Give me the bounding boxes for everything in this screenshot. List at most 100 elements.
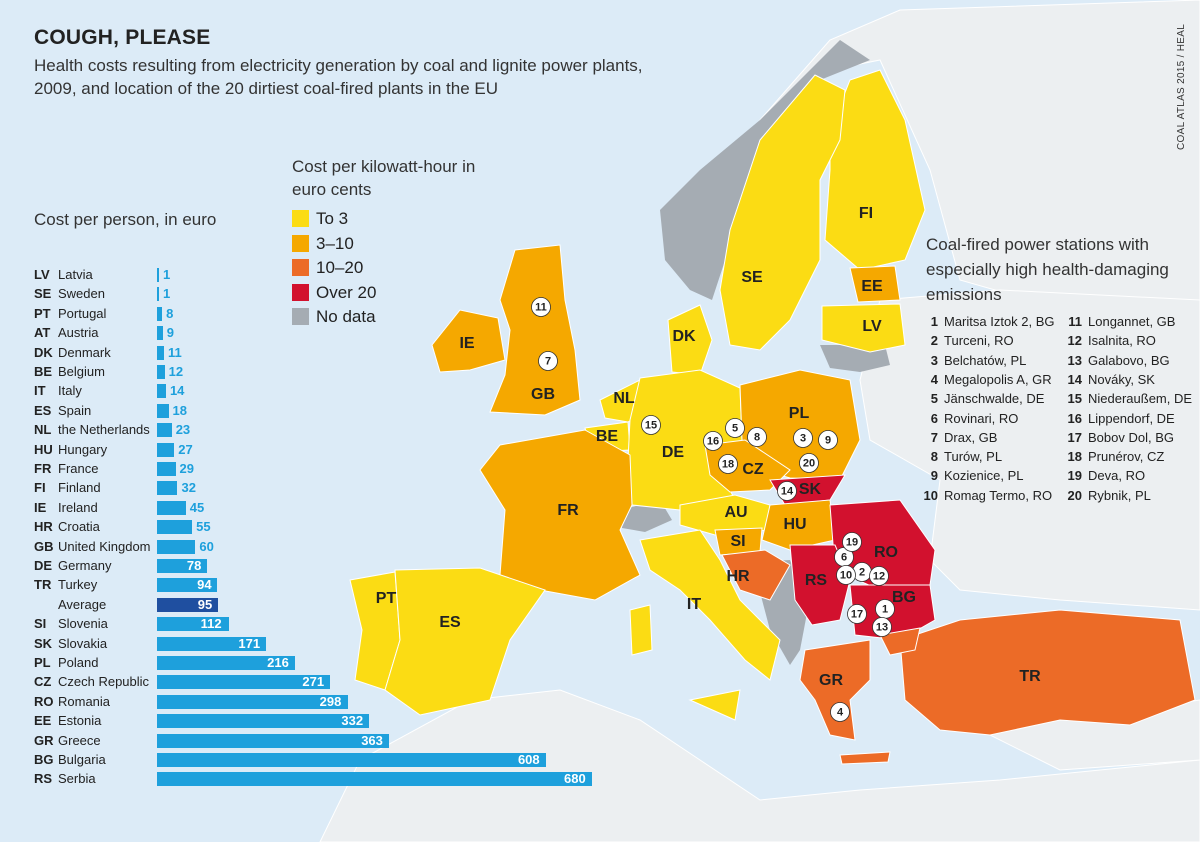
bar-row: GR Greece 363 (34, 732, 634, 750)
bar-row: LV Latvia 1 (34, 266, 634, 284)
bar (157, 287, 159, 302)
country-label: DE (662, 444, 685, 461)
country-label: TR (1019, 668, 1041, 685)
country-rs (789, 544, 851, 626)
bar-value-label: 9 (166, 325, 174, 341)
station-pin: 7 (538, 351, 558, 371)
bar (157, 520, 193, 535)
land-norway (660, 40, 870, 300)
bar-chart-title: Cost per person, in euro (34, 210, 217, 229)
station-number: 9 (930, 468, 938, 484)
bar-country-name: Average (58, 596, 107, 612)
bar-country-code: BG (34, 752, 54, 767)
country-label: RO (874, 544, 898, 561)
bar-country-name: Germany (58, 558, 112, 573)
map-legend-title: Cost per kilowatt-hour in euro cents (292, 157, 476, 199)
bar-country-name: Belgium (58, 364, 105, 379)
pin-circle (842, 532, 862, 552)
country-label: PT (376, 590, 397, 607)
bar-value-label: 608 (517, 752, 540, 767)
station-number: 19 (1067, 468, 1082, 484)
country-gr (799, 639, 871, 741)
bar-country-name: Estonia (58, 713, 102, 729)
station-item: 11 Longannet, GB (1062, 313, 1175, 331)
bar-row: FR France 29 (34, 460, 634, 478)
station-item: 2 Turceni, RO (918, 332, 1014, 350)
country-label: HR (726, 568, 750, 585)
country-lv (821, 303, 906, 353)
bar (157, 306, 163, 321)
pin-number: 1 (882, 603, 888, 615)
source-credit: COAL ATLAS 2015 / HEAL (1176, 23, 1187, 150)
country-label: BE (596, 428, 619, 445)
station-item: 8 Turów, PL (918, 448, 1002, 466)
country-label: EE (861, 278, 883, 295)
country-label: SI (730, 533, 745, 550)
station-number: 14 (1067, 371, 1082, 387)
bar-country-name: Denmark (58, 344, 111, 360)
country-it-sardinia (629, 604, 653, 656)
country-cz (704, 439, 791, 493)
bar-country-name: Romania (58, 693, 111, 709)
pin-number: 20 (803, 457, 815, 469)
station-number: 8 (930, 449, 938, 465)
station-name: Nováky, SK (1088, 371, 1155, 387)
station-name: Romag Termo, RO (944, 487, 1053, 503)
station-item: 4 Megalopolis A, GR (918, 371, 1052, 389)
country-hr (721, 549, 791, 601)
station-pin: 19 (842, 532, 862, 552)
bar-value-label: 332 (341, 713, 364, 729)
bar-country-name: Croatia (58, 519, 100, 535)
bar-value-label: 11 (168, 344, 182, 360)
pin-number: 12 (873, 570, 885, 582)
country-es (384, 567, 546, 716)
country-ie (431, 309, 506, 373)
station-item: 20 Rybnik, PL (1062, 487, 1151, 505)
bar-country-code: HR (34, 519, 53, 535)
legend-swatch (292, 210, 309, 227)
bar-country-code: HU (34, 441, 53, 457)
station-name: Megalopolis A, GR (944, 371, 1052, 387)
pin-number: 16 (707, 435, 719, 447)
pin-circle (777, 481, 797, 501)
bar-row: ES Spain 18 (34, 402, 634, 420)
bar-country-code: EE (34, 713, 52, 729)
bar (157, 481, 178, 496)
bar-value-label: 271 (302, 674, 325, 690)
station-item: 17 Bobov Dol, BG (1062, 429, 1174, 447)
pin-circle (872, 617, 892, 637)
country-label: IE (459, 335, 474, 352)
station-item: 9 Kozienice, PL (918, 467, 1024, 485)
pin-circle (641, 415, 661, 435)
bar-value-label: 32 (181, 480, 196, 496)
bar-value-label: 95 (197, 596, 213, 612)
station-pin: 14 (777, 481, 797, 501)
bar-value-label: 94 (197, 577, 212, 593)
bar-row: SI Slovenia 112 (34, 615, 634, 633)
bar-country-name: Serbia (58, 771, 96, 787)
bar-value-label: 680 (564, 771, 586, 787)
bar-row: RO Romania 298 (34, 693, 634, 711)
station-item: 15 Niederaußem, DE (1062, 390, 1193, 408)
station-name: Longannet, GB (1088, 314, 1176, 329)
bar (157, 442, 175, 457)
station-item: 18 Prunérov, CZ (1062, 448, 1165, 466)
bar-country-code: PT (34, 305, 51, 321)
station-name: Belchatów, PL (944, 352, 1027, 368)
legend-swatch (292, 308, 309, 325)
pin-circle (818, 430, 838, 450)
bar-value-label: 18 (172, 402, 187, 418)
station-number: 20 (1067, 487, 1082, 503)
bar (157, 772, 592, 787)
bar-row: IT Italy 14 (34, 382, 634, 400)
station-pin: 16 (703, 431, 723, 451)
country-fr (479, 429, 641, 601)
station-number: 1 (930, 314, 938, 329)
station-name: Deva, RO (1088, 468, 1146, 484)
bar-value-label: 55 (196, 519, 211, 535)
station-name: Maritsa Iztok 2, BG (944, 314, 1055, 329)
pin-circle (847, 604, 867, 624)
station-item: 14 Nováky, SK (1062, 371, 1155, 389)
country-gb (489, 244, 581, 416)
station-pin: 9 (818, 430, 838, 450)
